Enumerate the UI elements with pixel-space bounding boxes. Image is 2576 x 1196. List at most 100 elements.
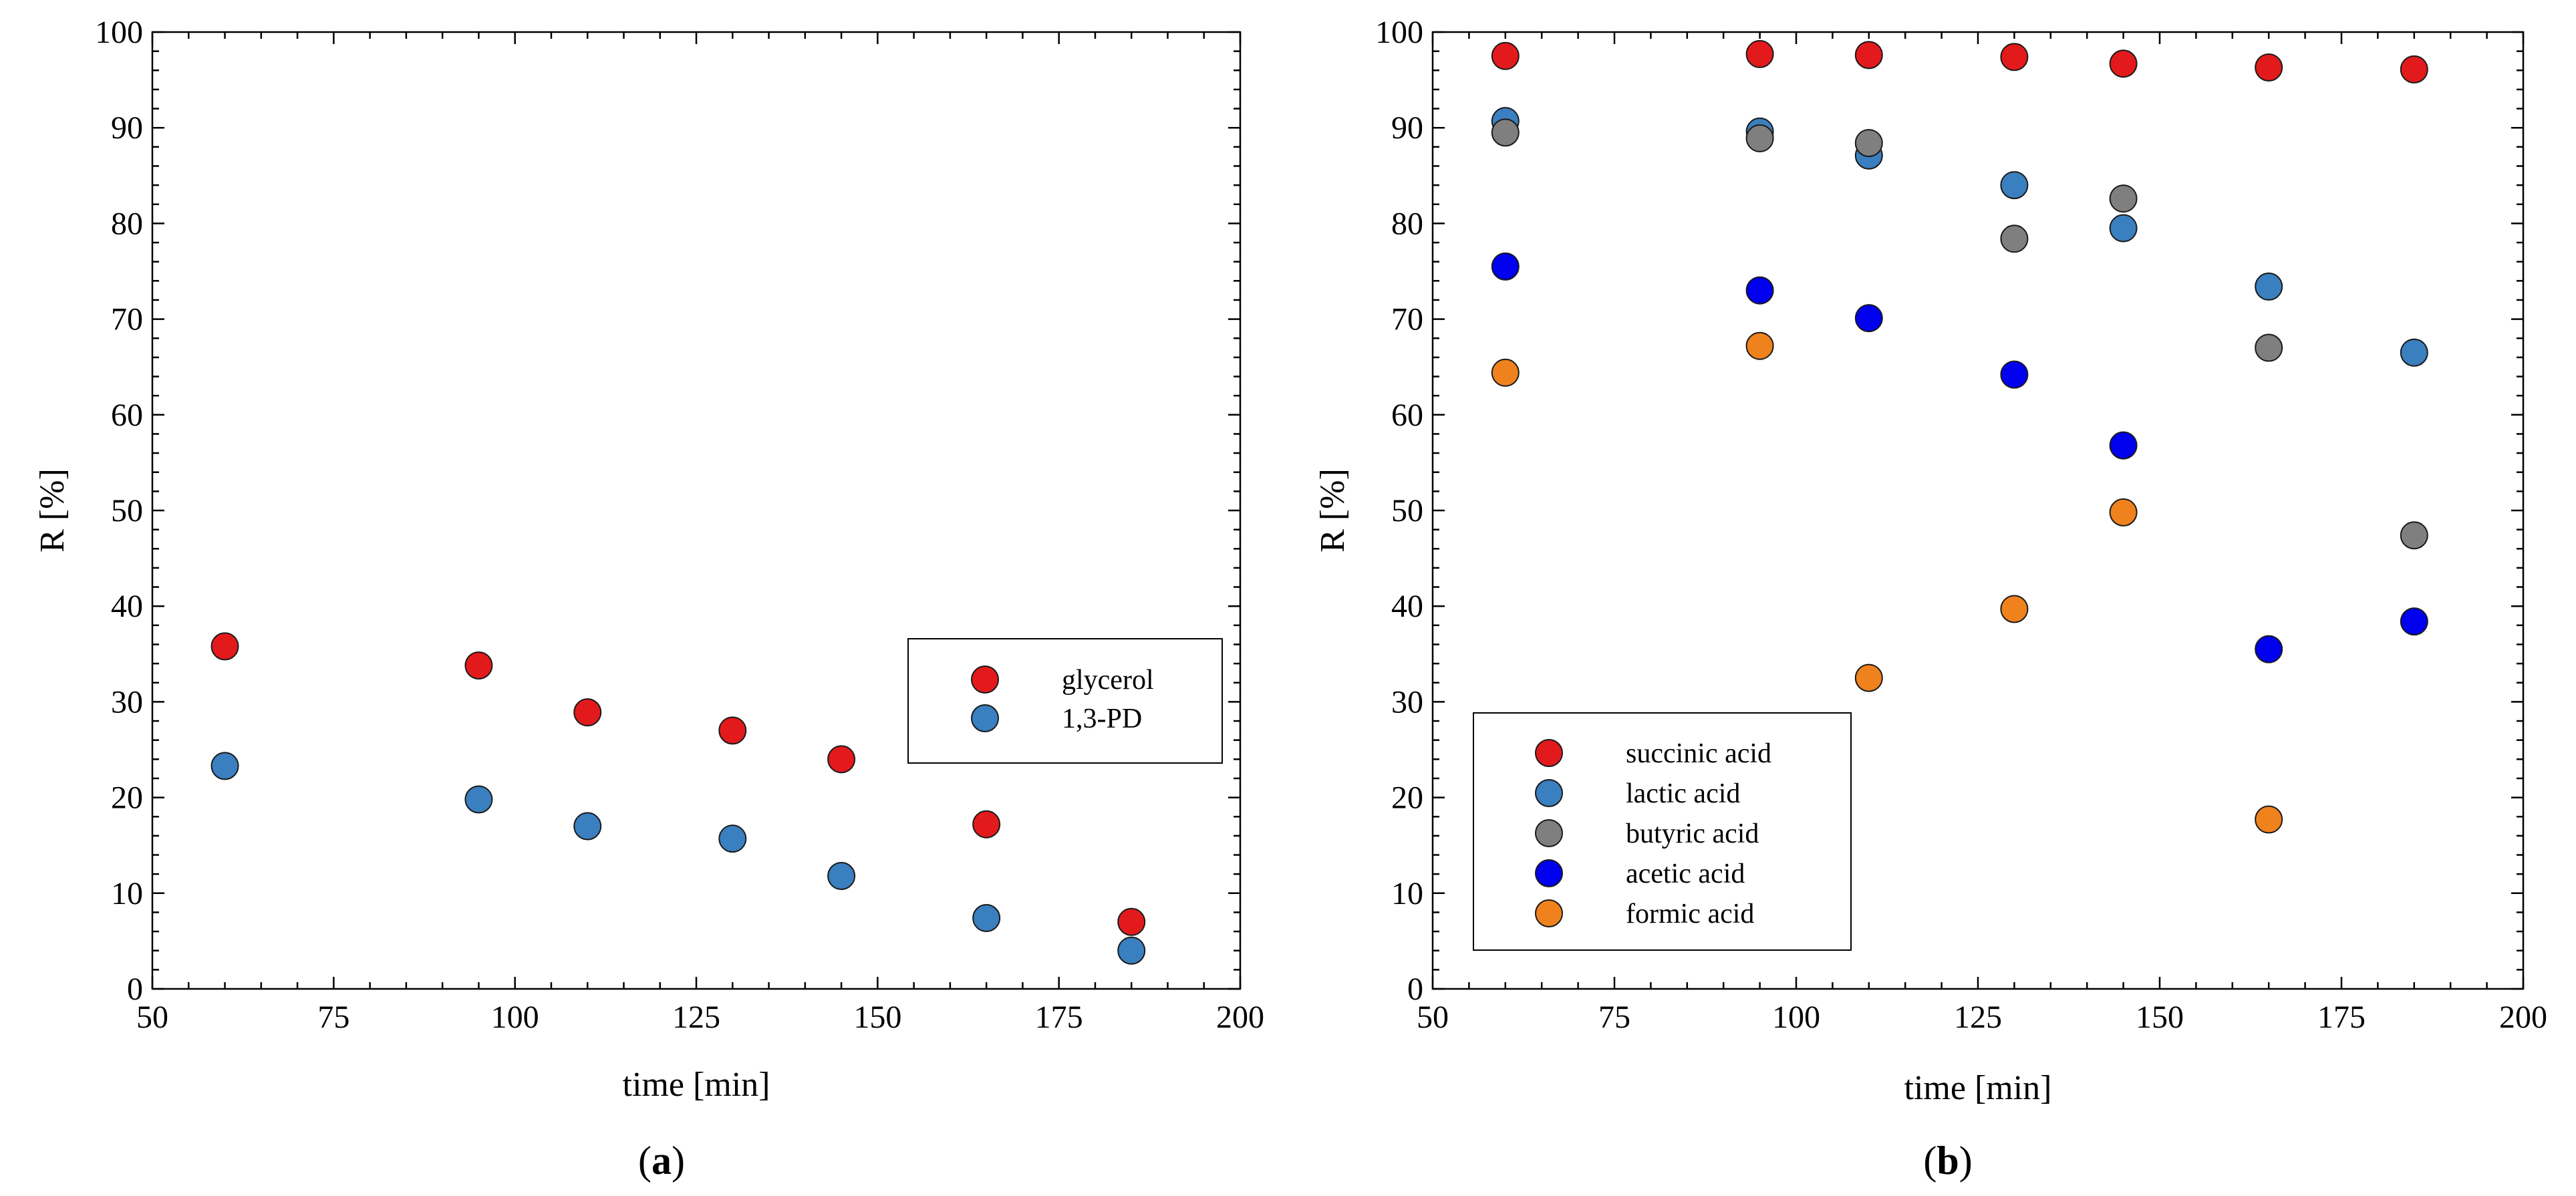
panel-a-x-tick-label: 100 — [491, 1000, 539, 1035]
panel-a-point-glycerol — [718, 716, 747, 745]
panel-b-point-acetic-acid — [1854, 304, 1883, 333]
panel-b-y-tick-label: 30 — [1391, 684, 1423, 720]
panel-a-x-tick-label: 50 — [136, 1000, 168, 1035]
panel-b-point-acetic-acid — [1745, 276, 1774, 305]
panel-b-points — [1491, 39, 2428, 834]
panel-a-point-1-3-pd — [827, 862, 856, 891]
panel-a-caption-open: ( — [638, 1139, 652, 1183]
panel-b-point-succinic-acid — [2400, 55, 2428, 84]
panel-b-legend-marker-acetic-acid — [1535, 859, 1563, 887]
panel-b-point-acetic-acid — [2000, 360, 2029, 389]
panel-b-x-tick-label: 100 — [1772, 1000, 1820, 1035]
panel-b-point-butyric-acid — [1491, 118, 1520, 147]
panel-a-x-tick-label: 150 — [853, 1000, 901, 1035]
panel-b-x-tick-label: 200 — [2499, 1000, 2547, 1035]
panel-b-x-tick-label: 150 — [2136, 1000, 2184, 1035]
panel-b-legend-label-formic-acid: formic acid — [1626, 899, 1754, 929]
panel-b-y-tick-label: 90 — [1391, 110, 1423, 146]
panel-a-point-glycerol — [827, 745, 856, 774]
panel-a-point-1-3-pd — [464, 785, 493, 814]
panel-a-caption-close: ) — [672, 1139, 685, 1183]
panel-a-ticks: 50 75 100 125 150 175 200 0 10 20 30 40 50 60 70 80 90 10… — [95, 15, 1264, 1035]
panel-a-y-tick-label: 100 — [95, 15, 143, 50]
panel-a-y-tick-label: 20 — [111, 780, 143, 816]
panel-a-points — [210, 632, 1146, 965]
panel-b-point-succinic-acid — [1745, 39, 1774, 68]
panel-a-point-glycerol — [573, 698, 602, 727]
panel-b-y-tick-label: 0 — [1407, 971, 1423, 1007]
panel-b-legend-marker-butyric-acid — [1535, 819, 1563, 847]
panel-b-y-tick-label: 80 — [1391, 206, 1423, 241]
panel-b-point-formic-acid — [2109, 498, 2138, 527]
panel-b-point-butyric-acid — [2255, 333, 2283, 362]
panel-a-legend-box — [907, 638, 1223, 764]
panel-a-point-1-3-pd — [718, 825, 747, 853]
panel-a-point-glycerol — [1117, 907, 1146, 936]
panel-b-x-tick-label: 75 — [1598, 1000, 1630, 1035]
panel-b-legend: succinic acid lactic acid butyric acid acet… — [1473, 712, 1852, 951]
panel-b-y-tick-label: 50 — [1391, 493, 1423, 529]
panel-a-point-glycerol — [210, 632, 239, 661]
panel-a-point-1-3-pd — [1117, 936, 1146, 965]
panel-b-y-tick-label: 60 — [1391, 398, 1423, 433]
panel-b-point-butyric-acid — [2000, 225, 2029, 253]
panel-b-legend-label-acetic-acid: acetic acid — [1626, 859, 1745, 889]
panel-a-caption-letter: a — [652, 1139, 672, 1183]
panel-b-caption-open: ( — [1923, 1139, 1937, 1183]
panel-b-point-formic-acid — [1491, 358, 1520, 387]
panel-b-legend-label-succinic-acid: succinic acid — [1626, 738, 1771, 769]
panel-b-point-lactic-acid — [2255, 272, 2283, 301]
panel-b-point-butyric-acid — [1745, 124, 1774, 152]
panel-a-legend-label-1-3-pd: 1,3-PD — [1062, 704, 1142, 734]
panel-a-y-tick-label: 0 — [127, 971, 143, 1007]
panel-b-point-butyric-acid — [2109, 184, 2138, 213]
panel-a-legend-marker-1-3-pd — [971, 704, 999, 732]
panel-b-point-acetic-acid — [2109, 431, 2138, 460]
panel-b-point-succinic-acid — [1854, 41, 1883, 69]
panel-b-caption: (b) — [1923, 1139, 1972, 1183]
panel-a-y-tick-label: 30 — [111, 684, 143, 720]
panel-a-y-tick-label: 60 — [111, 398, 143, 433]
panel-b-caption-letter: b — [1937, 1139, 1959, 1183]
panel-a-y-tick-label: 10 — [111, 876, 143, 911]
panel-b-point-lactic-acid — [2109, 214, 2138, 243]
panel-a-plot-frame — [151, 31, 1242, 990]
panel-a-x-tick-label: 125 — [672, 1000, 720, 1035]
panel-b-legend-label-butyric-acid: butyric acid — [1626, 818, 1759, 849]
panel-b-y-tick-label: 20 — [1391, 780, 1423, 816]
panel-b-legend-marker-formic-acid — [1535, 899, 1563, 927]
panel-a-point-1-3-pd — [573, 812, 602, 841]
panel-b-caption-close: ) — [1959, 1139, 1973, 1183]
panel-b-point-formic-acid — [2000, 595, 2029, 623]
panel-b-point-acetic-acid — [2255, 635, 2283, 663]
panel-b-x-tick-label: 125 — [1954, 1000, 2002, 1035]
panel-b-y-tick-label: 10 — [1391, 876, 1423, 911]
panel-a-legend-label-glycerol: glycerol — [1062, 665, 1154, 696]
panel-b-point-lactic-acid — [2000, 171, 2029, 200]
panel-a-point-glycerol — [464, 651, 493, 680]
panel-b-point-lactic-acid — [2400, 338, 2428, 367]
panel-b-chart: 50 75 100 125 150 175 200 0 10 20 30 40 50 60 70 80 90 10… — [1314, 15, 2547, 1183]
panel-b-point-acetic-acid — [1491, 252, 1520, 281]
panel-a-point-1-3-pd — [210, 752, 239, 780]
panel-a-x-axis-label: time [min] — [623, 1066, 770, 1104]
panel-b-x-tick-label: 50 — [1417, 1000, 1449, 1035]
panel-b-legend-marker-succinic-acid — [1535, 739, 1563, 767]
panel-b-point-formic-acid — [1854, 663, 1883, 692]
panel-a-y-tick-label: 70 — [111, 302, 143, 337]
panel-b-x-tick-label: 175 — [2317, 1000, 2366, 1035]
panel-a-legend-marker-glycerol — [971, 665, 999, 694]
panel-b-point-succinic-acid — [1491, 41, 1520, 70]
panel-b-legend-label-lactic-acid: lactic acid — [1626, 778, 1740, 809]
panel-a-x-tick-label: 75 — [317, 1000, 349, 1035]
panel-b-y-axis-label: R [%] — [1314, 468, 1352, 553]
panel-b-point-formic-acid — [1745, 331, 1774, 360]
panel-b-y-tick-label: 70 — [1391, 302, 1423, 337]
panel-b-point-butyric-acid — [2400, 521, 2428, 550]
panel-a-point-glycerol — [972, 810, 1001, 839]
panel-a-y-tick-label: 40 — [111, 589, 143, 624]
panel-b-x-axis-label: time [min] — [1904, 1069, 2052, 1107]
panel-a-x-tick-label: 200 — [1216, 1000, 1264, 1035]
panel-b-y-tick-label: 40 — [1391, 589, 1423, 624]
panel-a-chart: 50 75 100 125 150 175 200 0 10 20 30 40 50 60 70 80 90 10… — [33, 15, 1264, 1183]
